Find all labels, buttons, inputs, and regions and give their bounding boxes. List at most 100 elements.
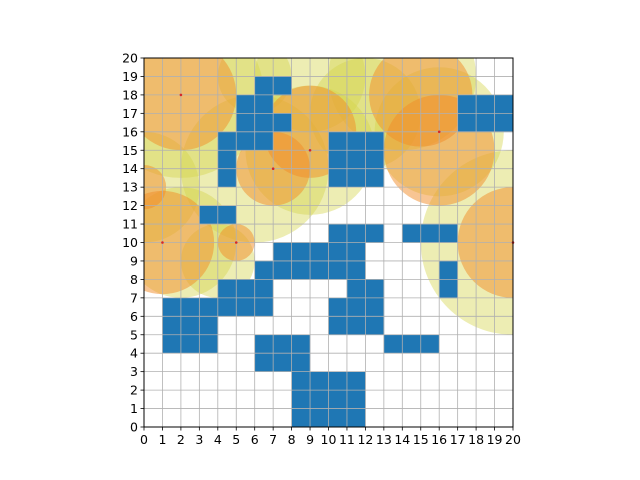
obstacle-cell bbox=[273, 260, 292, 280]
y-tick-label: 20 bbox=[122, 51, 138, 66]
obstacle-cell bbox=[254, 297, 274, 317]
obstacle-cell bbox=[254, 113, 274, 133]
x-tick-label: 14 bbox=[394, 432, 410, 447]
y-tick-label: 2 bbox=[130, 383, 138, 398]
obstacle-cell bbox=[254, 279, 274, 299]
obstacle-cell bbox=[254, 260, 274, 280]
obstacle-cell bbox=[291, 353, 311, 372]
obstacle-cell bbox=[291, 390, 311, 409]
x-tick-label: 6 bbox=[251, 432, 259, 447]
obstacle-cell bbox=[365, 168, 385, 188]
x-tick-label: 2 bbox=[177, 432, 185, 447]
center-marker bbox=[308, 148, 312, 152]
obstacle-cell bbox=[383, 334, 403, 354]
obstacle-cell bbox=[365, 131, 385, 151]
obstacle-cell bbox=[346, 150, 366, 169]
obstacle-cell bbox=[273, 242, 292, 262]
x-axis: 0 1 2 3 4 5 6 7 8 9 10 11 12 13 14 15 16 17 18 19 20 bbox=[140, 427, 521, 447]
obstacle-cell bbox=[254, 94, 274, 114]
obstacle-cell bbox=[217, 131, 237, 151]
obstacle-cell bbox=[346, 390, 366, 409]
grid-lines bbox=[143, 57, 514, 428]
obstacle-cell bbox=[328, 242, 348, 262]
obstacle-cell bbox=[494, 94, 514, 114]
obstacle-cell bbox=[310, 390, 329, 409]
obstacle-cell bbox=[310, 371, 329, 391]
obstacle-cell bbox=[199, 334, 219, 354]
obstacle-cell bbox=[254, 76, 274, 96]
obstacle-cell bbox=[328, 168, 348, 188]
y-tick-label: 19 bbox=[122, 69, 138, 84]
obstacle-cell bbox=[328, 131, 348, 151]
obstacle-cell bbox=[310, 408, 329, 428]
obstacle-cell bbox=[273, 113, 292, 133]
obstacle-cell bbox=[346, 168, 366, 188]
obstacle-cell bbox=[328, 150, 348, 169]
obstacle-cell bbox=[346, 316, 366, 336]
obstacle-cell bbox=[291, 371, 311, 391]
center-marker bbox=[234, 241, 238, 244]
obstacle-cell bbox=[310, 242, 329, 262]
obstacle-cell bbox=[291, 334, 311, 354]
obstacle-cell bbox=[328, 260, 348, 280]
obstacle-cell bbox=[273, 353, 292, 372]
obstacle-cell bbox=[328, 224, 348, 243]
y-tick-label: 13 bbox=[122, 180, 138, 195]
y-tick-label: 11 bbox=[122, 217, 138, 232]
y-tick-label: 4 bbox=[130, 346, 138, 361]
obstacle-cell bbox=[217, 297, 237, 317]
obstacle-cell bbox=[365, 224, 385, 243]
obstacle-cell bbox=[328, 390, 348, 409]
obstacle-cell bbox=[494, 113, 514, 133]
y-tick-label: 5 bbox=[130, 327, 138, 342]
inner-coverage-circle bbox=[144, 58, 237, 151]
obstacle-cell bbox=[402, 334, 422, 354]
obstacle-cell bbox=[199, 297, 219, 317]
obstacle-cell bbox=[328, 371, 348, 391]
obstacle-cell bbox=[457, 94, 477, 114]
obstacle-cell bbox=[199, 205, 219, 225]
y-tick-label: 10 bbox=[122, 235, 138, 250]
y-tick-label: 16 bbox=[122, 124, 138, 139]
x-tick-label: 19 bbox=[487, 432, 503, 447]
obstacle-cell bbox=[217, 168, 237, 188]
obstacle-cell bbox=[346, 297, 366, 317]
obstacle-cell bbox=[236, 297, 255, 317]
obstacle-cell bbox=[180, 297, 200, 317]
x-tick-label: 15 bbox=[413, 432, 429, 447]
obstacle-cell bbox=[310, 260, 329, 280]
obstacle-cell bbox=[217, 150, 237, 169]
obstacle-cell bbox=[346, 131, 366, 151]
y-tick-label: 7 bbox=[130, 290, 138, 305]
obstacle-cell bbox=[346, 279, 366, 299]
obstacle-cell bbox=[180, 316, 200, 336]
obstacle-cell bbox=[291, 260, 311, 280]
obstacle-cell bbox=[365, 279, 385, 299]
x-tick-label: 12 bbox=[357, 432, 373, 447]
obstacle-cell bbox=[328, 316, 348, 336]
x-tick-label: 5 bbox=[232, 432, 240, 447]
obstacle-cell bbox=[439, 260, 458, 280]
y-tick-label: 9 bbox=[130, 253, 138, 268]
obstacle-cell bbox=[254, 131, 274, 151]
obstacle-cell bbox=[236, 113, 255, 133]
center-marker bbox=[437, 130, 441, 134]
obstacle-cell bbox=[162, 316, 182, 336]
center-markers bbox=[161, 93, 515, 244]
obstacle-cell bbox=[199, 316, 219, 336]
y-tick-label: 18 bbox=[122, 87, 138, 102]
obstacle-cell bbox=[236, 94, 255, 114]
center-marker bbox=[179, 93, 183, 97]
x-tick-label: 8 bbox=[288, 432, 296, 447]
obstacle-cell bbox=[476, 94, 495, 114]
obstacle-cell bbox=[346, 260, 366, 280]
obstacle-cell bbox=[365, 297, 385, 317]
x-tick-label: 7 bbox=[269, 432, 277, 447]
obstacle-cell bbox=[162, 334, 182, 354]
y-tick-label: 6 bbox=[130, 309, 138, 324]
y-tick-label: 1 bbox=[130, 401, 138, 416]
y-tick-label: 17 bbox=[122, 106, 138, 121]
obstacle-cell bbox=[346, 371, 366, 391]
